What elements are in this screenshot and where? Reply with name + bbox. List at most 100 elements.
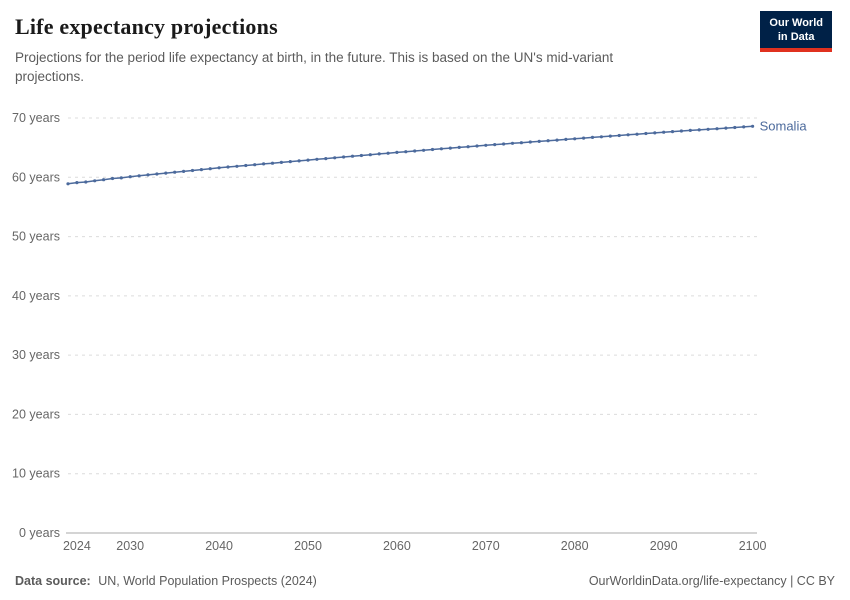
series-point[interactable]	[537, 139, 541, 143]
series-line[interactable]	[67, 125, 753, 185]
series-point[interactable]	[368, 153, 372, 157]
x-tick-label: 2080	[561, 539, 589, 553]
series-point[interactable]	[502, 142, 506, 146]
series-point[interactable]	[724, 126, 728, 130]
series-point[interactable]	[670, 130, 675, 134]
series-point[interactable]	[270, 161, 275, 165]
series-point[interactable]	[590, 135, 595, 139]
series-point[interactable]	[102, 178, 106, 182]
series-point[interactable]	[217, 166, 221, 170]
line-chart[interactable]: 0 years 10 years 20 years 30 years 40 years 5…	[0, 96, 850, 566]
series-point[interactable]	[742, 125, 746, 129]
series-point[interactable]	[528, 140, 532, 144]
series-point[interactable]	[66, 182, 70, 186]
series-point[interactable]	[288, 160, 292, 164]
series-point[interactable]	[457, 145, 461, 149]
series-point[interactable]	[377, 152, 381, 156]
series-point[interactable]	[137, 174, 141, 178]
x-tick-label: 2060	[383, 539, 411, 553]
series-point[interactable]	[226, 165, 230, 169]
series-point[interactable]	[644, 131, 648, 136]
owid-logo-line1: Our World	[769, 17, 823, 29]
series-point[interactable]	[244, 163, 248, 168]
y-tick-label: 50 years	[12, 230, 60, 244]
series-point[interactable]	[350, 154, 355, 158]
series-point[interactable]	[359, 153, 363, 158]
data-source-label: Data source:	[15, 574, 91, 588]
series-point[interactable]	[679, 129, 684, 133]
series-point[interactable]	[404, 150, 408, 154]
series-point[interactable]	[617, 133, 621, 138]
series-point[interactable]	[430, 147, 435, 152]
series-point[interactable]	[155, 172, 159, 176]
y-tick-label: 70 years	[12, 111, 60, 125]
series-point[interactable]	[128, 175, 132, 179]
series-point[interactable]	[626, 133, 630, 137]
series-point[interactable]	[253, 163, 257, 167]
series-point[interactable]	[315, 157, 319, 161]
chart-footer: Data source: UN, World Population Prospe…	[15, 574, 835, 588]
owid-logo[interactable]: Our World in Data	[760, 11, 832, 52]
y-tick-label: 60 years	[12, 170, 60, 184]
series-point[interactable]	[599, 135, 604, 139]
series-point[interactable]	[199, 168, 203, 172]
series-point[interactable]	[182, 169, 186, 173]
y-tick-label: 0 years	[19, 526, 60, 540]
series-point[interactable]	[706, 127, 710, 131]
series-point[interactable]	[519, 141, 524, 145]
x-tick-label: 2030	[116, 539, 144, 553]
series-point[interactable]	[297, 159, 301, 163]
series-point[interactable]	[75, 181, 79, 185]
series-point[interactable]	[306, 158, 310, 162]
series-point[interactable]	[333, 156, 337, 160]
series-point[interactable]	[564, 137, 568, 141]
chart-title: Life expectancy projections	[15, 14, 278, 39]
series-point[interactable]	[466, 145, 470, 149]
series-point[interactable]	[555, 138, 559, 142]
footer-license-link[interactable]: OurWorldinData.org/life-expectancy | CC …	[588, 574, 835, 588]
data-source-text: UN, World Population Prospects (2024)	[98, 574, 317, 588]
series-point[interactable]	[342, 155, 346, 159]
series-point[interactable]	[546, 139, 550, 143]
data-source: Data source: UN, World Population Prospe…	[15, 574, 317, 588]
series-point[interactable]	[262, 162, 266, 166]
series-point[interactable]	[279, 160, 283, 164]
series-point[interactable]	[208, 167, 212, 171]
series-point[interactable]	[146, 173, 150, 177]
series-point[interactable]	[475, 144, 479, 148]
chart-subtitle: Projections for the period life expectan…	[15, 50, 614, 84]
series-point[interactable]	[653, 131, 657, 135]
series-point[interactable]	[395, 150, 399, 154]
series-point[interactable]	[510, 141, 515, 145]
series-point[interactable]	[448, 146, 452, 150]
series-label[interactable]: Somalia	[760, 118, 808, 133]
series-point[interactable]	[582, 136, 586, 140]
series-point[interactable]	[688, 128, 692, 132]
y-tick-label: 10 years	[12, 467, 60, 481]
series-point[interactable]	[751, 124, 755, 128]
series-point[interactable]	[733, 125, 737, 130]
series-point[interactable]	[110, 176, 115, 181]
series-point[interactable]	[662, 130, 666, 134]
series-point[interactable]	[439, 147, 443, 151]
series-point[interactable]	[324, 157, 328, 161]
chart-header: Life expectancy projections Projections …	[15, 11, 835, 87]
series-point[interactable]	[573, 137, 577, 141]
series-point[interactable]	[164, 171, 168, 175]
series-point[interactable]	[608, 134, 612, 138]
x-tick-label: 2024	[63, 539, 91, 553]
series-point[interactable]	[493, 143, 497, 147]
series-point[interactable]	[190, 168, 195, 173]
series-point[interactable]	[484, 143, 488, 147]
series-point[interactable]	[413, 149, 417, 153]
series-point[interactable]	[93, 179, 97, 183]
series-point[interactable]	[422, 148, 426, 152]
series-point[interactable]	[715, 127, 719, 131]
series-point[interactable]	[173, 170, 177, 174]
series-point[interactable]	[235, 164, 239, 168]
series-point[interactable]	[84, 180, 88, 184]
series-point[interactable]	[697, 128, 701, 132]
series-point[interactable]	[119, 176, 123, 180]
series-point[interactable]	[386, 151, 390, 155]
series-point[interactable]	[635, 132, 639, 136]
